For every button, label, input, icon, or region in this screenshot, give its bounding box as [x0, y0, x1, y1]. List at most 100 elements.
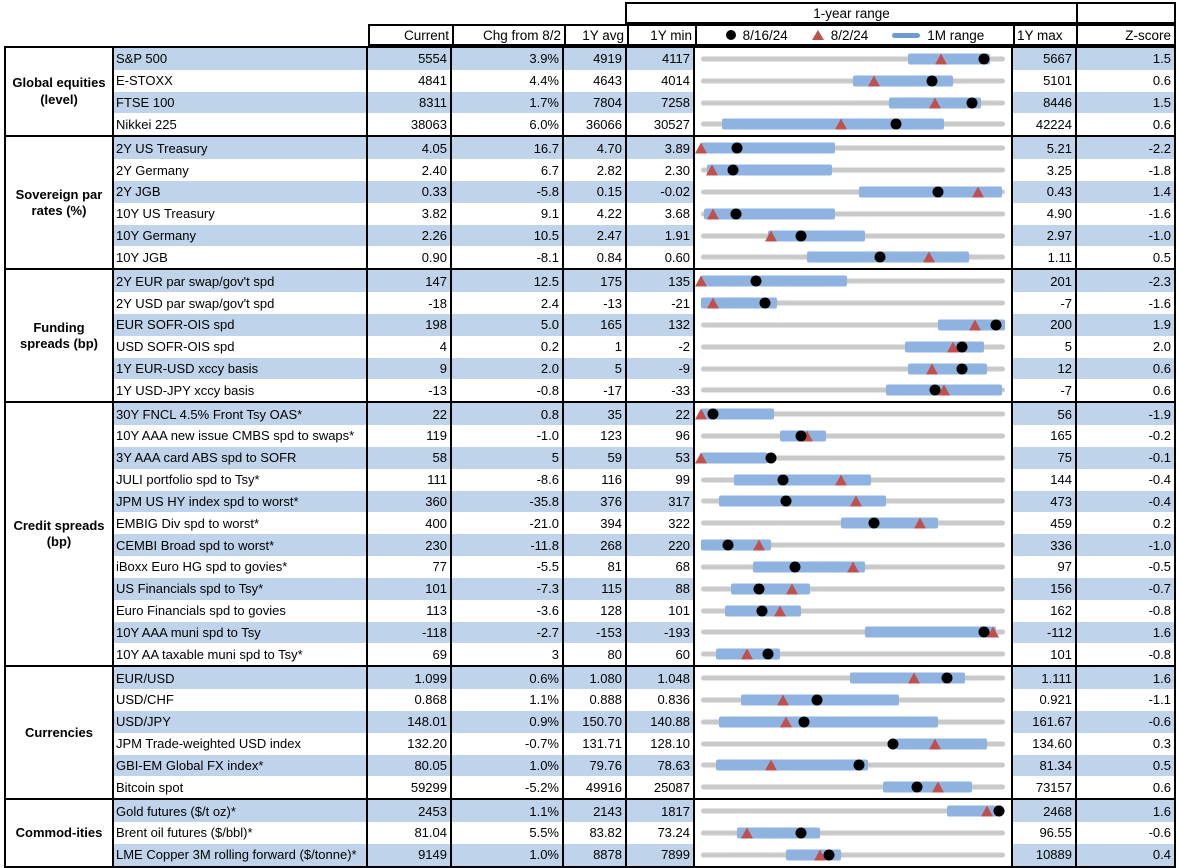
cell-1y-max: 101 — [1013, 643, 1077, 666]
cell-chg-from-8-2: 0.8 — [452, 403, 564, 426]
marker-8-2-triangle-icon — [923, 251, 935, 263]
one-month-range-bar — [701, 408, 774, 420]
range-track — [701, 278, 1005, 284]
range-chart-cell — [695, 224, 1013, 247]
cell-chg-from-8-2: 0.9% — [452, 710, 564, 733]
range-chart-cell — [695, 599, 1013, 622]
one-month-range-bar — [701, 297, 777, 309]
cell-chg-from-8-2: 3.9% — [452, 48, 564, 70]
cell-1y-avg: 36066 — [564, 113, 627, 136]
marker-8-16-dot-icon — [929, 384, 941, 396]
range-track — [701, 145, 1005, 151]
cell-zscore: 1.9 — [1077, 313, 1174, 336]
one-month-range-bar — [767, 230, 866, 242]
marker-8-16-dot-icon — [911, 781, 923, 793]
table-row: 3Y AAA card ABS spd to SOFR 58 5 59 53 75 -0.1 — [114, 446, 1174, 469]
cell-label: 10Y AAA muni spd to Tsy — [114, 621, 368, 644]
cell-zscore: -1.0 — [1077, 534, 1174, 557]
range-track — [701, 167, 1005, 173]
cell-label: JPM US HY index spd to worst* — [114, 490, 368, 513]
legend-dot-icon — [725, 30, 736, 40]
cell-current: 3.82 — [368, 202, 452, 225]
cell-1y-min: 317 — [627, 490, 695, 513]
cell-1y-avg: 0.888 — [564, 689, 627, 711]
marker-8-16-dot-icon — [993, 805, 1005, 817]
marker-8-16-dot-icon — [789, 561, 801, 573]
marker-8-16-dot-icon — [941, 672, 953, 684]
cell-label: Bitcoin spot — [114, 776, 368, 799]
cell-1y-avg: 80 — [564, 643, 627, 666]
cell-zscore: 1.6 — [1077, 800, 1174, 822]
one-month-range-bar — [840, 517, 939, 529]
cell-chg-from-8-2: -3.6 — [452, 599, 564, 622]
cell-1y-avg: 116 — [564, 468, 627, 491]
marker-8-2-triangle-icon — [801, 430, 814, 442]
cell-label: Gold futures ($/t oz)* — [114, 800, 368, 822]
cell-1y-avg: 83.82 — [564, 821, 627, 844]
marker-8-16-dot-icon — [890, 118, 902, 130]
table-row: 2Y JGB 0.33 -5.8 0.15 -0.02 0.43 1.4 — [114, 180, 1174, 203]
cell-label: USD/JPY — [114, 710, 368, 733]
cell-zscore: -1.9 — [1077, 403, 1174, 426]
col-header-1y-avg: 1Y avg — [564, 24, 629, 46]
marker-8-16-dot-icon — [759, 297, 771, 309]
cell-chg-from-8-2: -7.3 — [452, 577, 564, 600]
table-row: JULI portfolio spd to Tsy* 111 -8.6 116 99 14… — [114, 468, 1174, 491]
table-row: USD SOFR-OIS spd 4 0.2 1 -2 5 2.0 — [114, 335, 1174, 358]
table-row: S&P 500 5554 3.9% 4919 4117 5667 1.5 — [114, 48, 1174, 70]
cell-chg-from-8-2: 6.0% — [452, 113, 564, 136]
cell-current: 0.868 — [368, 689, 452, 711]
cell-current: 2.40 — [368, 159, 452, 181]
one-month-range-bar — [752, 561, 866, 573]
col-header-1y-max: 1Y max — [1013, 24, 1078, 46]
cell-zscore: -1.6 — [1077, 292, 1174, 314]
section: Currencies EUR/USD 1.099 0.6% 1.080 1.048 1.11… — [6, 667, 1174, 801]
marker-8-16-dot-icon — [707, 408, 719, 420]
cell-chg-from-8-2: 0.2 — [452, 335, 564, 358]
range-chart-cell — [695, 556, 1013, 578]
one-month-range-bar — [947, 805, 1002, 817]
cell-current: 119 — [368, 425, 452, 447]
cell-1y-max: 162 — [1013, 599, 1077, 622]
cell-1y-max: 5101 — [1013, 69, 1077, 92]
cell-1y-avg: 268 — [564, 534, 627, 557]
cell-zscore: 0.6 — [1077, 776, 1174, 799]
legend-bar-icon — [892, 32, 921, 38]
cell-1y-min: 30527 — [627, 113, 695, 136]
cell-chg-from-8-2: 1.0% — [452, 754, 564, 777]
legend-bar-label: 1M range — [927, 27, 985, 43]
cell-zscore: -0.6 — [1077, 821, 1174, 844]
marker-8-2-triangle-icon — [774, 605, 787, 617]
cell-1y-max: 134.60 — [1013, 732, 1077, 755]
marker-8-2-triangle-icon — [834, 118, 847, 130]
range-title-box: 1-year range — [625, 2, 1078, 24]
section: Funding spreads (bp) 2Y EUR par swap/gov'… — [6, 270, 1174, 404]
cell-chg-from-8-2: -11.8 — [452, 534, 564, 557]
marker-8-16-dot-icon — [887, 738, 899, 750]
cell-label: S&P 500 — [114, 48, 368, 70]
cell-1y-avg: 123 — [564, 425, 627, 447]
zscore-top-box — [1076, 2, 1176, 24]
marker-8-2-triangle-icon — [834, 474, 847, 486]
table-row: Bitcoin spot 59299 -5.2% 49916 25087 73157 0.6 — [114, 776, 1174, 799]
cell-label: 30Y FNCL 4.5% Front Tsy OAS* — [114, 403, 368, 426]
cell-chg-from-8-2: 12.5 — [452, 270, 564, 293]
cell-label: 1Y USD-JPY xccy basis — [114, 379, 368, 402]
cell-chg-from-8-2: -5.2% — [452, 776, 564, 799]
cell-1y-max: 459 — [1013, 512, 1077, 535]
marker-8-2-triangle-icon — [764, 759, 777, 771]
cell-label: FTSE 100 — [114, 91, 368, 114]
range-chart-cell — [695, 800, 1013, 822]
cell-current: 9 — [368, 357, 452, 380]
one-month-range-bar — [722, 118, 945, 130]
cell-1y-min: 60 — [627, 643, 695, 666]
cell-current: 132.20 — [368, 732, 452, 755]
cell-1y-min: 101 — [627, 599, 695, 622]
cell-1y-max: -7 — [1013, 379, 1077, 402]
table-row: 2Y US Treasury 4.05 16.7 4.70 3.89 5.21 -2.2 — [114, 137, 1174, 160]
cell-label: LME Copper 3M rolling forward ($/tonne)* — [114, 843, 368, 866]
cell-current: 9149 — [368, 843, 452, 866]
table-row: E-STOXX 4841 4.4% 4643 4014 5101 0.6 — [114, 69, 1174, 92]
range-track — [701, 344, 1005, 350]
cell-1y-min: 7258 — [627, 91, 695, 114]
